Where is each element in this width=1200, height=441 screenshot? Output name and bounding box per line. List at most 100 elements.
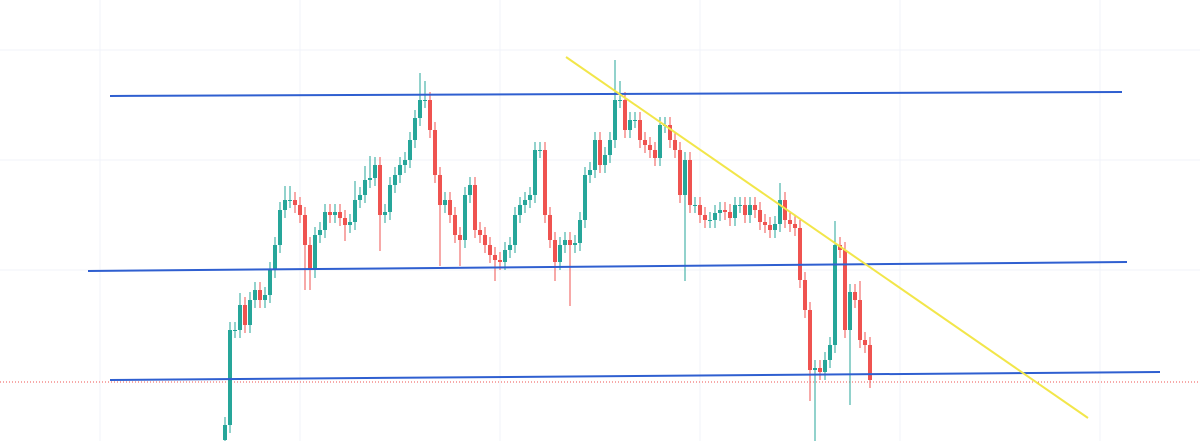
- candle-body: [848, 292, 852, 330]
- candle-body: [738, 205, 742, 206]
- candle-body: [723, 210, 727, 212]
- candle-body: [283, 200, 287, 210]
- candle-body: [693, 205, 697, 206]
- candle-body: [698, 205, 702, 215]
- candle-body: [488, 245, 492, 255]
- candle-body: [758, 210, 762, 222]
- candle-body: [628, 120, 632, 130]
- candle-body: [613, 100, 617, 140]
- candle-body: [323, 212, 327, 230]
- candle-body: [528, 195, 532, 200]
- candle-body: [638, 120, 642, 140]
- candle-body: [423, 100, 427, 101]
- candle-body: [728, 212, 732, 218]
- candle-body: [233, 330, 237, 331]
- candle-body: [653, 150, 657, 158]
- candle-body: [383, 212, 387, 215]
- candle-body: [683, 160, 687, 195]
- candle-body: [778, 200, 782, 224]
- candle-body: [328, 212, 332, 215]
- candle-body: [348, 222, 352, 225]
- candle-body: [753, 205, 757, 210]
- candle-body: [363, 180, 367, 195]
- candle-body: [578, 220, 582, 243]
- candle-body: [278, 210, 282, 245]
- candle-body: [743, 205, 747, 215]
- candle-body: [288, 200, 292, 201]
- candle-body: [843, 250, 847, 330]
- candle-body: [513, 215, 517, 245]
- candle-body: [338, 212, 342, 218]
- candle-body: [828, 345, 832, 360]
- level-line: [87, 261, 1128, 272]
- candle-body: [223, 425, 227, 440]
- candle-body: [708, 220, 712, 221]
- candle-body: [733, 205, 737, 218]
- candle-body: [858, 300, 862, 340]
- candle-body: [678, 150, 682, 195]
- candle-body: [478, 230, 482, 235]
- candle-body: [863, 340, 867, 345]
- candle-body: [498, 260, 502, 262]
- candle-body: [643, 140, 647, 145]
- candle-body: [603, 155, 607, 165]
- candle-body: [588, 170, 592, 175]
- candle-body: [313, 235, 317, 270]
- candle-body: [618, 100, 622, 101]
- candle-body: [263, 295, 267, 300]
- candle-body: [243, 305, 247, 325]
- candle-body: [648, 145, 652, 150]
- candle-body: [273, 245, 277, 270]
- candle-body: [853, 292, 857, 300]
- candle-body: [823, 360, 827, 372]
- candle-body: [458, 235, 462, 240]
- candle-body: [833, 245, 837, 345]
- candle-body: [508, 245, 512, 250]
- candle-body: [813, 368, 817, 370]
- candle-body: [543, 150, 547, 215]
- candle-body: [343, 218, 347, 225]
- candle-body: [558, 245, 562, 262]
- candle-body: [553, 240, 557, 262]
- candle-body: [633, 120, 637, 121]
- candle-body: [538, 150, 542, 151]
- candle-body: [748, 205, 752, 215]
- candle-body: [468, 185, 472, 195]
- level-line: [109, 371, 1161, 381]
- candle-body: [493, 255, 497, 260]
- candle-body: [258, 290, 262, 300]
- candle-body: [448, 200, 452, 215]
- candle-body: [318, 230, 322, 235]
- candle-body: [783, 200, 787, 220]
- candle-body: [353, 200, 357, 222]
- candle-body: [688, 160, 692, 205]
- candle-body: [518, 205, 522, 215]
- candle-body: [523, 200, 527, 205]
- candle-body: [703, 215, 707, 220]
- candle-body: [673, 140, 677, 150]
- candle-body: [403, 160, 407, 165]
- candle-body: [563, 240, 567, 245]
- candle-body: [463, 195, 467, 240]
- candle-body: [453, 215, 457, 235]
- candle-body: [773, 224, 777, 230]
- candle-body: [473, 185, 477, 230]
- candle-body: [668, 125, 672, 140]
- candle-body: [373, 165, 377, 178]
- candle-body: [393, 175, 397, 185]
- candle-body: [718, 210, 722, 213]
- candle-body: [623, 100, 627, 130]
- candle-body: [298, 205, 302, 215]
- candle-body: [763, 222, 767, 225]
- candle-body: [268, 270, 272, 295]
- candle-body: [308, 245, 312, 270]
- candle-body: [418, 100, 422, 118]
- candle-body: [818, 368, 822, 372]
- candle-body: [358, 195, 362, 200]
- candle-body: [788, 220, 792, 224]
- candle-body: [428, 100, 432, 130]
- candle-body: [293, 200, 297, 205]
